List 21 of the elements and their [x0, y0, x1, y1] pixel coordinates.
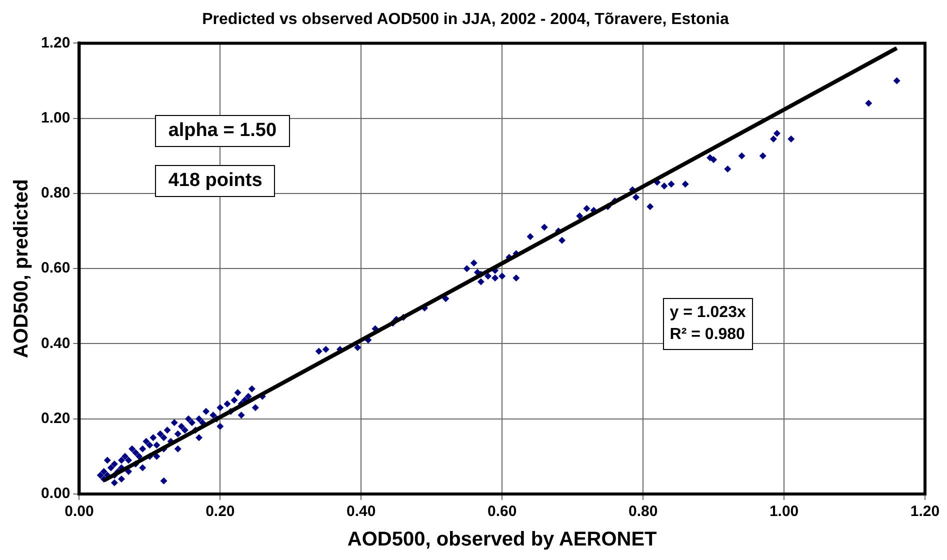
- x-tick-label: 0.00: [64, 503, 94, 520]
- chart-title: Predicted vs observed AOD500 in JJA, 2002 - 2004, Tõravere, Estonia: [202, 11, 729, 28]
- x-tick-label: 0.20: [206, 503, 235, 520]
- annotation: R² = 0.980: [670, 324, 746, 345]
- y-tick-label: 0.60: [40, 260, 70, 277]
- x-tick-label: 1.00: [769, 503, 799, 520]
- annotation: y = 1.023x: [670, 302, 746, 323]
- x-axis-title: AOD500, observed by AERONET: [347, 528, 657, 551]
- y-tick-label: 1.20: [40, 34, 70, 52]
- x-tick-label: 0.40: [346, 503, 376, 520]
- y-tick-label: 1.00: [40, 109, 70, 126]
- y-tick-label: 0.20: [40, 410, 70, 428]
- x-tick-label: 0.60: [487, 503, 517, 520]
- annotation: 418 points: [155, 164, 276, 197]
- x-tick-label: 1.20: [910, 503, 940, 520]
- y-tick-label: 0.00: [40, 485, 70, 502]
- y-tick-label: 0.40: [40, 334, 70, 352]
- y-axis-title: AOD500, predicted: [10, 179, 33, 358]
- annotation: alpha = 1.50: [155, 115, 290, 148]
- x-tick-label: 0.80: [628, 503, 658, 520]
- y-tick-label: 0.80: [40, 184, 70, 202]
